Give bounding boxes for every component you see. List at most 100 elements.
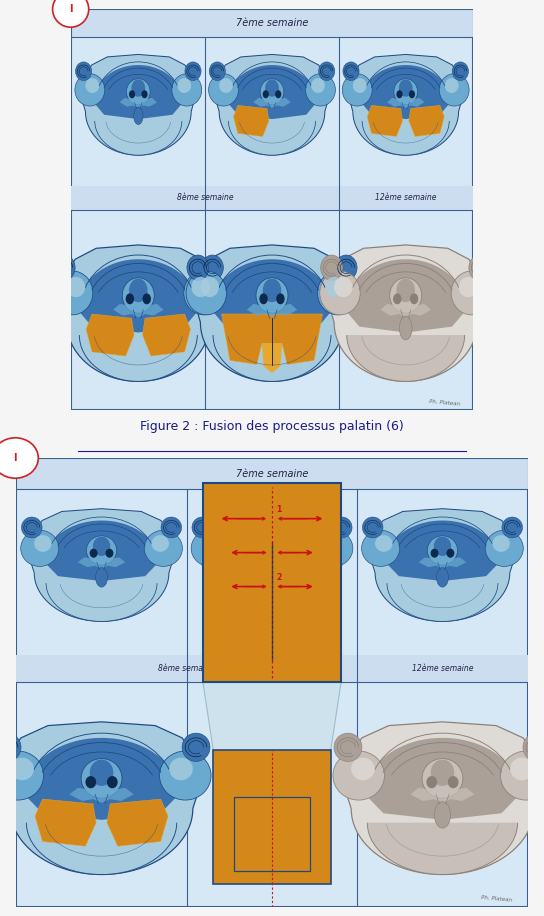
- Text: 2: 2: [276, 573, 281, 582]
- Ellipse shape: [129, 278, 147, 302]
- Polygon shape: [248, 557, 296, 569]
- Ellipse shape: [430, 549, 438, 558]
- Polygon shape: [29, 508, 175, 621]
- Ellipse shape: [21, 530, 59, 566]
- Polygon shape: [385, 520, 499, 581]
- Ellipse shape: [325, 277, 344, 297]
- Ellipse shape: [260, 79, 284, 104]
- Text: 8ème semaine: 8ème semaine: [177, 193, 233, 202]
- Polygon shape: [113, 304, 164, 317]
- Ellipse shape: [0, 733, 21, 761]
- Polygon shape: [223, 566, 268, 601]
- Polygon shape: [212, 259, 332, 333]
- Ellipse shape: [523, 733, 544, 761]
- Ellipse shape: [502, 517, 522, 538]
- Ellipse shape: [96, 568, 108, 587]
- Polygon shape: [387, 583, 498, 621]
- Polygon shape: [79, 335, 197, 381]
- Polygon shape: [345, 259, 466, 333]
- Polygon shape: [107, 799, 168, 846]
- Ellipse shape: [192, 517, 213, 538]
- Ellipse shape: [351, 758, 375, 780]
- Ellipse shape: [447, 549, 454, 558]
- Polygon shape: [361, 65, 450, 119]
- Polygon shape: [267, 815, 277, 829]
- Ellipse shape: [331, 517, 352, 538]
- Circle shape: [0, 438, 38, 478]
- Ellipse shape: [161, 517, 182, 538]
- Ellipse shape: [342, 73, 372, 106]
- Text: Ph. Platean: Ph. Platean: [429, 398, 461, 406]
- Polygon shape: [24, 738, 179, 820]
- Ellipse shape: [185, 62, 201, 81]
- Bar: [71, 186, 339, 210]
- Polygon shape: [215, 520, 329, 581]
- Ellipse shape: [85, 78, 99, 93]
- Polygon shape: [195, 245, 349, 381]
- Ellipse shape: [362, 517, 383, 538]
- Polygon shape: [410, 788, 475, 803]
- Polygon shape: [227, 65, 317, 119]
- Ellipse shape: [256, 278, 288, 313]
- Polygon shape: [228, 121, 316, 155]
- Ellipse shape: [276, 293, 285, 304]
- Ellipse shape: [0, 751, 44, 800]
- Polygon shape: [199, 508, 345, 621]
- Ellipse shape: [134, 107, 143, 125]
- Polygon shape: [367, 105, 403, 136]
- Ellipse shape: [263, 278, 281, 302]
- Polygon shape: [143, 314, 190, 356]
- Ellipse shape: [451, 271, 492, 315]
- Ellipse shape: [184, 271, 224, 315]
- Polygon shape: [365, 738, 520, 820]
- Ellipse shape: [459, 277, 477, 297]
- Ellipse shape: [225, 780, 247, 802]
- Text: 7ème semaine: 7ème semaine: [236, 469, 308, 479]
- Ellipse shape: [90, 759, 113, 786]
- Polygon shape: [230, 768, 314, 834]
- Ellipse shape: [265, 791, 270, 796]
- Text: Figure 2 : Fusion des processus palatin (6): Figure 2 : Fusion des processus palatin …: [140, 420, 404, 433]
- Ellipse shape: [422, 758, 463, 798]
- Text: 1: 1: [276, 505, 281, 514]
- Text: 12ème semaine: 12ème semaine: [412, 664, 473, 673]
- Ellipse shape: [343, 62, 359, 81]
- Polygon shape: [35, 799, 96, 846]
- Polygon shape: [81, 54, 195, 155]
- Ellipse shape: [375, 535, 393, 551]
- Ellipse shape: [319, 62, 335, 81]
- Bar: [339, 186, 473, 210]
- Ellipse shape: [205, 535, 222, 551]
- Polygon shape: [240, 811, 304, 834]
- Ellipse shape: [90, 549, 97, 558]
- Ellipse shape: [67, 277, 85, 297]
- Ellipse shape: [93, 537, 110, 556]
- Ellipse shape: [276, 549, 284, 558]
- Ellipse shape: [431, 759, 454, 786]
- Ellipse shape: [159, 751, 211, 800]
- Ellipse shape: [510, 758, 534, 780]
- Ellipse shape: [394, 79, 417, 104]
- Ellipse shape: [320, 271, 360, 315]
- Ellipse shape: [76, 62, 92, 81]
- Ellipse shape: [201, 255, 224, 280]
- Polygon shape: [258, 796, 286, 802]
- Ellipse shape: [485, 530, 523, 566]
- Ellipse shape: [143, 293, 151, 304]
- Polygon shape: [244, 801, 300, 825]
- Ellipse shape: [151, 535, 169, 551]
- Ellipse shape: [144, 530, 182, 566]
- Ellipse shape: [315, 530, 353, 566]
- Polygon shape: [78, 259, 199, 333]
- Ellipse shape: [226, 772, 238, 785]
- Ellipse shape: [390, 278, 422, 313]
- Ellipse shape: [127, 79, 150, 104]
- Ellipse shape: [436, 568, 448, 587]
- Ellipse shape: [107, 776, 118, 789]
- Polygon shape: [409, 105, 444, 136]
- Ellipse shape: [362, 530, 400, 566]
- Polygon shape: [217, 583, 327, 621]
- Ellipse shape: [81, 758, 122, 798]
- Ellipse shape: [209, 62, 225, 81]
- Text: I: I: [69, 5, 72, 14]
